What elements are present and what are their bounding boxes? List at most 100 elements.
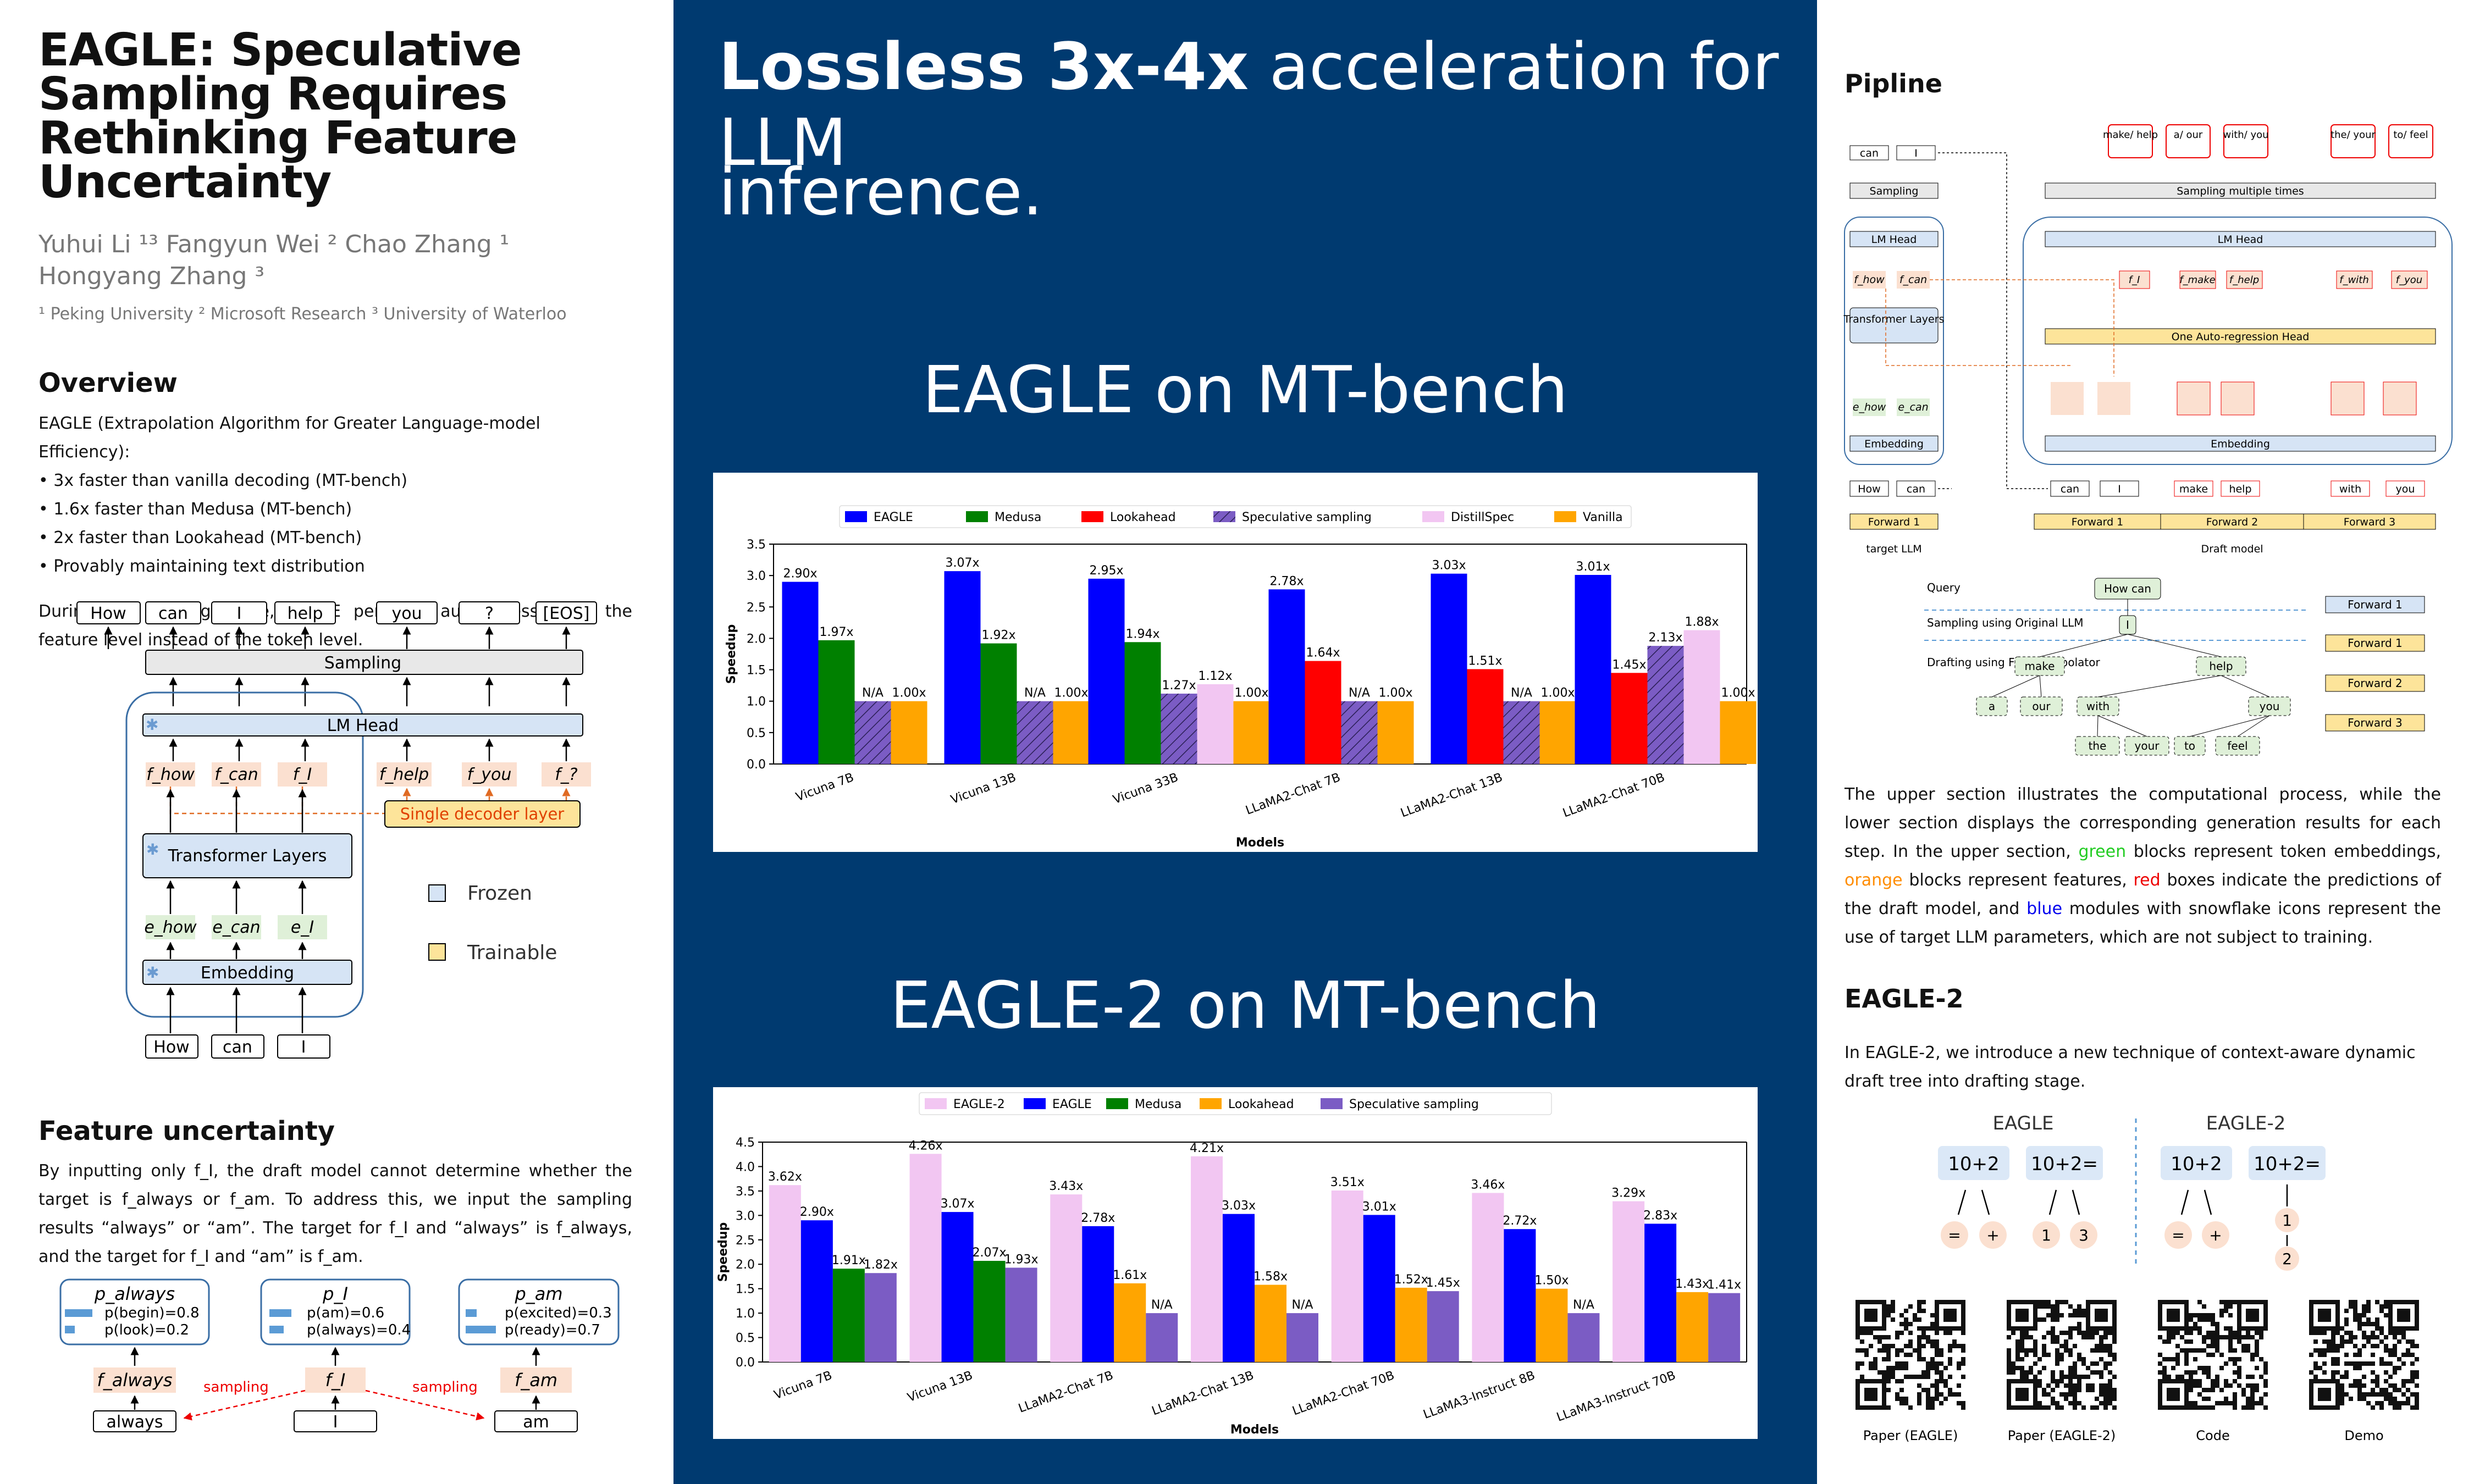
- data-label: N/A: [1573, 1298, 1594, 1312]
- data-label: 4.21x: [1190, 1142, 1224, 1155]
- data-label: 1.00x: [1540, 686, 1575, 700]
- data-label: N/A: [862, 686, 883, 700]
- chart1-container: EAGLE Medusa Lookahead Speculative sampling…: [713, 473, 1758, 852]
- bar: [1644, 1223, 1677, 1362]
- legend-swatch: [925, 1098, 947, 1109]
- tree-l2-make: make: [2025, 660, 2055, 673]
- pipe-draft-lmhead: LM Head: [2218, 234, 2263, 246]
- data-label: N/A: [1024, 686, 1046, 700]
- legend-swatch: [1200, 1098, 1222, 1109]
- qr-code-1[interactable]: [1856, 1300, 1965, 1410]
- data-label: 1.51x: [1468, 654, 1502, 668]
- qr-code-2[interactable]: [2007, 1300, 2117, 1410]
- top-token-help: help: [288, 604, 323, 623]
- data-label: 1.88x: [1685, 616, 1719, 629]
- pipe-target-embed-how: e_how: [1853, 401, 1886, 413]
- bar: [1191, 1156, 1223, 1362]
- data-label: 4.26x: [909, 1139, 943, 1153]
- embed-i: e_I: [291, 918, 314, 937]
- legend-label: Vanilla: [1583, 511, 1623, 524]
- y-tick-label: 1.5: [747, 664, 766, 678]
- bar: [1539, 701, 1576, 764]
- bar: [1472, 1193, 1504, 1362]
- bar: [1017, 701, 1053, 764]
- cmp-right-child-4: 2: [2282, 1250, 2292, 1268]
- pipe-draft-embedding: Embedding: [2211, 438, 2270, 450]
- eagle2-heading: EAGLE-2: [1845, 984, 1964, 1014]
- x-tick-label: Vicuna 7B: [794, 771, 855, 804]
- y-tick-label: 3.5: [736, 1185, 755, 1199]
- pipe-draft-in-can: can: [2061, 483, 2079, 495]
- bar: [818, 640, 855, 764]
- x-tick-label: LLaMA2-Chat 7B: [1017, 1369, 1115, 1416]
- bar: [1124, 642, 1161, 764]
- x-tick-label: LLaMA3-Instruct 8B: [1422, 1369, 1537, 1422]
- bar: [1005, 1267, 1037, 1362]
- pipe-target-llm-label: target LLM: [1866, 543, 1921, 555]
- overview-bullet-2: • 1.6x faster than Medusa (MT-bench): [38, 500, 352, 519]
- cmp-left-child-3: 1: [2041, 1226, 2051, 1244]
- pipeline-explanation: The upper section illustrates the comput…: [1845, 780, 2441, 952]
- pipe-draft-forward1: Forward 1: [2072, 516, 2124, 528]
- pipe-target-transformer: Transformer Layers: [1843, 313, 1945, 325]
- draft-tree-figure: Query Sampling using Original LLM Drafti…: [1924, 578, 2425, 756]
- bar: [1268, 589, 1305, 764]
- cmp-box-2: 10+2=: [2031, 1153, 2098, 1175]
- qr-code-4[interactable]: [2309, 1300, 2419, 1410]
- explain-blue: blue: [2026, 899, 2063, 918]
- y-tick-label: 2.5: [736, 1234, 755, 1248]
- qr-code-3[interactable]: [2158, 1300, 2268, 1410]
- cmp-left-title: EAGLE: [1993, 1112, 2054, 1134]
- data-label: 1.93x: [1004, 1253, 1039, 1266]
- bar: [1503, 701, 1540, 764]
- x-tick-label: LLaMA3-Instruct 70B: [1555, 1369, 1677, 1425]
- legend-swatch: [1213, 511, 1235, 522]
- tree-l4-your: your: [2135, 739, 2160, 752]
- tree-sampling-label: Sampling using Original LLM: [1927, 616, 2084, 629]
- data-label: 1.00x: [892, 686, 926, 700]
- headline-rest: acceleration for LLM: [719, 29, 1779, 180]
- data-label: 2.90x: [800, 1205, 834, 1219]
- overview-intro: EAGLE (Extrapolation Algorithm for Great…: [38, 414, 540, 462]
- bar: [1467, 669, 1504, 764]
- pipe-target-out-i: I: [1914, 147, 1918, 159]
- eagle2-text: In EAGLE-2, we introduce a new technique…: [1845, 1043, 2416, 1091]
- legend-label: EAGLE-2: [953, 1098, 1005, 1111]
- y-tick-label: 3.0: [747, 569, 766, 583]
- legend-frozen: Frozen: [467, 882, 532, 905]
- bar: [1611, 673, 1648, 764]
- bar: [1082, 1226, 1114, 1362]
- pipe-draft-in-make: make: [2179, 483, 2208, 495]
- p-am-title: p_am: [514, 1283, 562, 1304]
- data-label: 1.50x: [1534, 1274, 1569, 1288]
- y-tick-label: 0.5: [747, 727, 766, 740]
- pipe-target-feat-can: f_can: [1899, 274, 1927, 286]
- data-label: 1.92x: [981, 629, 1015, 643]
- feature-uncertainty-text: By inputting only f_I, the draft model c…: [38, 1161, 632, 1266]
- bar: [1427, 1291, 1459, 1362]
- legend-label: Medusa: [995, 511, 1041, 524]
- y-axis-label: Speedup: [716, 1222, 730, 1282]
- bar: [1146, 1313, 1178, 1362]
- p-i-row-1: p(am)=0.6: [307, 1305, 384, 1321]
- y-tick-label: 1.0: [736, 1307, 755, 1321]
- legend-swatch: [966, 511, 988, 522]
- data-label: 1.91x: [832, 1254, 866, 1267]
- qr-label: Demo: [2344, 1428, 2383, 1443]
- legend-swatch: [1321, 1098, 1343, 1109]
- authors: Yuhui Li ¹³ Fangyun Wei ² Chao Zhang ¹ H…: [38, 229, 632, 292]
- token-am: am: [523, 1413, 549, 1432]
- pipe-draft-in-i: I: [2118, 483, 2121, 495]
- explain-a: blocks represent token embeddings,: [2126, 842, 2441, 861]
- pipe-draft-in-help: help: [2229, 483, 2251, 495]
- legend-label: Speculative sampling: [1349, 1098, 1479, 1111]
- x-tick-label: Vicuna 7B: [772, 1369, 834, 1402]
- bar: [1053, 701, 1090, 764]
- legend-label: EAGLE: [1052, 1098, 1092, 1111]
- top-token-can: can: [158, 604, 188, 623]
- pipe-target-forward1: Forward 1: [1868, 516, 1920, 528]
- lm-head-box: LM Head: [327, 716, 399, 735]
- pipe-draft-feat-help: f_help: [2229, 274, 2259, 286]
- bar: [980, 643, 1017, 764]
- data-label: 1.00x: [1234, 686, 1268, 700]
